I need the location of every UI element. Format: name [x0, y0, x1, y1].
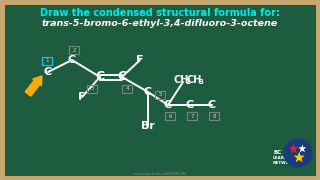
Text: ★: ★ — [287, 143, 299, 156]
Text: ★: ★ — [298, 144, 306, 154]
Text: C: C — [186, 100, 194, 110]
Text: ★: ★ — [292, 151, 304, 165]
Text: 3: 3 — [90, 87, 94, 91]
Text: 3: 3 — [199, 79, 204, 85]
Text: trans-5-bromo-6-ethyl-3,4-difluoro-3-octene: trans-5-bromo-6-ethyl-3,4-difluoro-3-oct… — [42, 19, 278, 28]
Text: 2: 2 — [72, 48, 76, 53]
Text: ★: ★ — [287, 143, 299, 156]
Text: 6: 6 — [168, 114, 172, 118]
Text: 2: 2 — [186, 79, 190, 85]
Text: 7: 7 — [190, 114, 194, 118]
Text: 4: 4 — [125, 87, 129, 91]
Circle shape — [284, 139, 312, 167]
Text: subscribe.bclc.ca/NETWORK: subscribe.bclc.ca/NETWORK — [132, 172, 188, 176]
Text: C: C — [144, 87, 152, 97]
Text: C: C — [68, 55, 76, 65]
Text: LEARNING: LEARNING — [273, 156, 297, 160]
Text: CH: CH — [173, 75, 189, 85]
Text: ★: ★ — [292, 151, 304, 165]
Text: F: F — [78, 92, 86, 102]
Text: 8: 8 — [212, 114, 216, 118]
Text: C: C — [95, 71, 105, 84]
Text: Draw the condensed structural formula for:: Draw the condensed structural formula fo… — [40, 8, 280, 18]
FancyArrow shape — [25, 76, 42, 96]
Text: 1: 1 — [45, 58, 49, 64]
Text: C: C — [117, 71, 127, 84]
Text: C: C — [44, 67, 52, 77]
Text: F: F — [136, 55, 144, 65]
Text: Br: Br — [141, 121, 155, 131]
Text: C: C — [164, 100, 172, 110]
Text: CH: CH — [186, 75, 202, 85]
Text: ★: ★ — [298, 144, 306, 154]
Text: BC: BC — [273, 150, 281, 154]
Text: 5: 5 — [158, 93, 162, 98]
Text: NETWORK: NETWORK — [273, 161, 297, 165]
Text: C: C — [208, 100, 216, 110]
